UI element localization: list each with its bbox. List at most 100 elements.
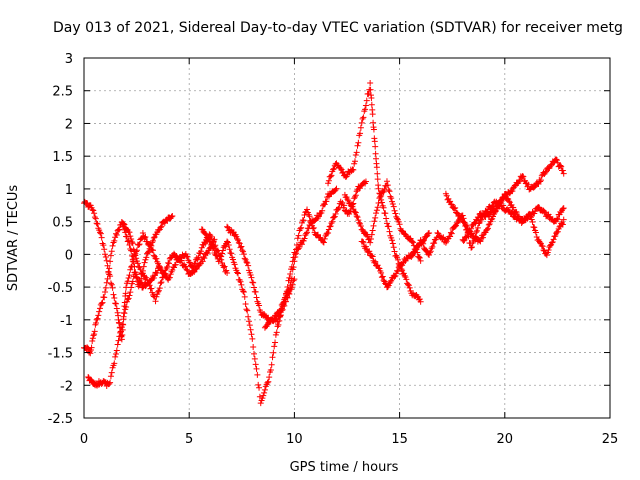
data-point: [375, 185, 382, 192]
data-point: [267, 367, 274, 374]
data-point: [103, 279, 110, 286]
data-point: [332, 186, 339, 193]
data-point: [113, 305, 120, 312]
data-point: [337, 165, 344, 172]
y-tick-label: -2: [60, 379, 73, 394]
data-point: [118, 324, 125, 331]
data-point: [273, 329, 280, 336]
data-point: [116, 333, 123, 340]
data-point: [350, 166, 357, 173]
data-point: [126, 272, 133, 279]
data-point: [389, 200, 396, 207]
data-point: [485, 221, 492, 228]
data-point: [253, 365, 260, 372]
data-point: [184, 253, 191, 260]
data-point: [474, 227, 481, 234]
data-point: [154, 269, 161, 276]
data-point: [467, 228, 474, 235]
data-point: [245, 313, 252, 320]
data-point: [300, 217, 307, 224]
data-point: [108, 281, 115, 288]
data-point: [182, 263, 189, 270]
data-point: [360, 239, 367, 246]
data-point: [531, 224, 538, 231]
data-point: [468, 244, 475, 251]
data-point: [271, 317, 278, 324]
data-point: [104, 275, 111, 282]
data-point: [136, 241, 143, 248]
data-point: [473, 229, 480, 236]
data-point: [156, 263, 163, 270]
data-point: [411, 249, 418, 256]
data-point: [195, 254, 202, 261]
data-point: [225, 241, 232, 248]
data-point: [139, 229, 146, 236]
data-point: [191, 261, 198, 268]
data-point: [222, 243, 229, 250]
data-point: [362, 106, 369, 113]
data-point: [374, 170, 381, 177]
data-point: [241, 255, 248, 262]
data-point: [369, 111, 376, 118]
data-point: [234, 269, 241, 276]
data-point: [482, 214, 489, 221]
data-point: [553, 215, 560, 222]
data-point: [463, 234, 470, 241]
data-point: [378, 269, 385, 276]
data-point: [285, 286, 292, 293]
y-tick-label: 3: [65, 52, 73, 67]
data-point: [272, 313, 279, 320]
data-point: [235, 270, 242, 277]
data-point: [94, 220, 101, 227]
data-point: [328, 172, 335, 179]
data-point: [321, 235, 328, 242]
data-point: [128, 264, 135, 271]
data-point: [121, 221, 128, 228]
data-point: [126, 292, 133, 299]
data-point: [220, 264, 227, 271]
data-point: [277, 307, 284, 314]
data-point: [253, 294, 260, 301]
data-point: [373, 164, 380, 171]
data-point: [95, 312, 102, 319]
data-point: [552, 232, 559, 239]
data-point: [525, 181, 532, 188]
data-point: [91, 214, 98, 221]
data-point: [416, 296, 423, 303]
data-point: [157, 224, 164, 231]
data-point: [118, 328, 125, 335]
data-point: [392, 272, 399, 279]
data-point: [124, 296, 131, 303]
data-point: [107, 258, 114, 265]
data-point: [231, 261, 238, 268]
data-point: [306, 213, 313, 220]
y-tick-label: -1: [60, 314, 73, 329]
data-point: [389, 240, 396, 247]
data-point: [114, 341, 121, 348]
data-point: [319, 207, 326, 214]
data-point: [243, 258, 250, 265]
y-tick-labels: -2.5 -2 -1.5 -1 -0.5 0 0.5 1 1.5 2 2.5 3: [48, 52, 73, 427]
data-point: [107, 252, 114, 259]
data-point: [559, 221, 566, 228]
data-point: [124, 278, 131, 285]
data-point: [376, 265, 383, 272]
data-point: [252, 288, 259, 295]
data-point: [96, 229, 103, 236]
data-point: [94, 315, 101, 322]
data-point: [447, 229, 454, 236]
data-point: [426, 230, 433, 237]
data-point: [320, 239, 327, 246]
data-point: [439, 235, 446, 242]
data-point: [280, 299, 287, 306]
x-axis-label: GPS time / hours: [290, 460, 399, 475]
data-point: [146, 282, 153, 289]
data-point: [90, 332, 97, 339]
data-point: [133, 255, 140, 262]
data-point: [543, 168, 550, 175]
data-point: [419, 239, 426, 246]
data-point: [556, 223, 563, 230]
data-point: [274, 318, 281, 325]
data-point: [102, 289, 109, 296]
data-point: [468, 225, 475, 232]
